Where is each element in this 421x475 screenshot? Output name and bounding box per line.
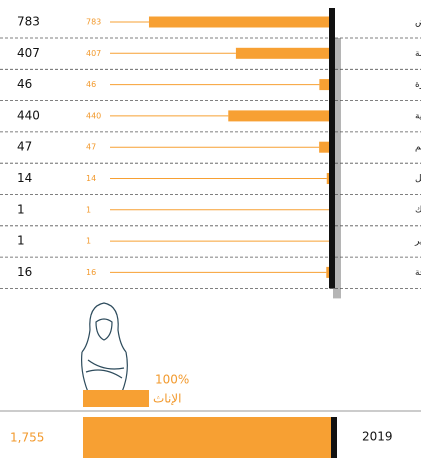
value-label: 16: [17, 265, 32, 279]
woman-icon: [81, 302, 128, 393]
total-bar: [83, 417, 331, 458]
value-label: 1: [17, 202, 25, 216]
bar: [148, 16, 330, 28]
value-label-small: 16: [86, 268, 96, 277]
bar: [235, 47, 330, 59]
total-label: 1,755: [10, 431, 44, 445]
bar: [326, 173, 330, 184]
year-label: 2019: [362, 430, 393, 444]
value-label-small: 46: [86, 80, 96, 89]
bar: [319, 141, 330, 153]
value-label-small: 47: [86, 143, 96, 152]
percent-bar: [83, 390, 149, 407]
category-label: الرياض: [415, 18, 421, 28]
group-label: الإناث: [153, 392, 181, 406]
category-label: حائل: [415, 174, 421, 184]
value-label: 46: [17, 77, 32, 91]
gray-strip: [333, 38, 341, 299]
category-label: تبوك: [415, 205, 421, 215]
value-label: 47: [17, 140, 32, 154]
value-label-small: 1: [86, 237, 91, 246]
value-label: 783: [17, 15, 40, 29]
total-cap: [331, 417, 337, 458]
value-label-small: 14: [86, 174, 96, 183]
bar: [228, 110, 330, 122]
value-label-small: 440: [86, 111, 101, 120]
percent-label: 100%: [155, 373, 189, 387]
category-label: مكة المكرمة: [415, 49, 421, 59]
value-label-small: 783: [86, 18, 101, 27]
category-label: عسير: [414, 237, 421, 247]
axis-bar: [329, 8, 335, 289]
value-label-small: 1: [86, 205, 91, 214]
bar: [319, 79, 330, 91]
value-label: 1: [17, 234, 25, 248]
category-label: الباحة: [415, 268, 421, 278]
value-label: 14: [17, 171, 32, 185]
category-label: المدينة المنورة: [415, 80, 421, 90]
category-label: المنطقة الشرقية: [415, 111, 421, 121]
value-label: 407: [17, 46, 40, 60]
category-label: القصيم: [415, 143, 421, 153]
value-label-small: 407: [86, 49, 101, 58]
value-label: 440: [17, 108, 40, 122]
bar: [326, 266, 330, 278]
